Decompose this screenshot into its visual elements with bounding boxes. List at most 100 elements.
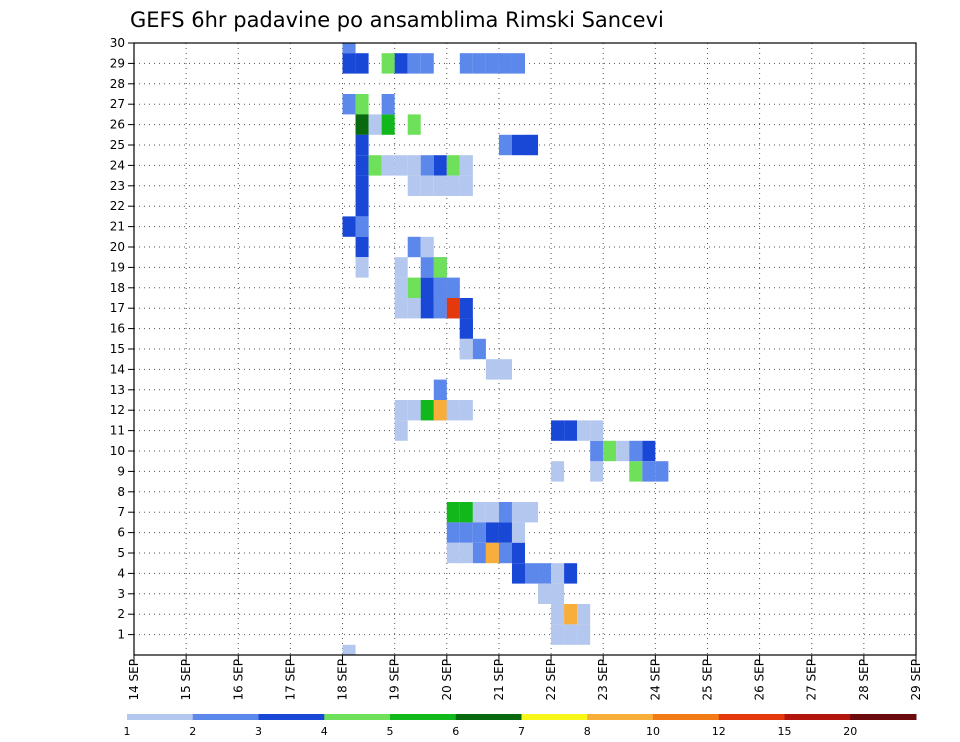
heatmap-cell xyxy=(590,461,604,482)
y-tick-label: 1 xyxy=(117,628,125,642)
heatmap-cell xyxy=(498,542,512,564)
heatmap-cell xyxy=(459,400,473,421)
y-tick-label: 19 xyxy=(110,260,125,274)
colorbar-segment xyxy=(587,714,654,720)
heatmap-cell xyxy=(446,542,460,564)
y-tick-label: 16 xyxy=(110,322,125,336)
heatmap-cell xyxy=(446,298,460,319)
heatmap-cell xyxy=(433,400,447,421)
heatmap-cell xyxy=(551,420,565,441)
colorbar-segment xyxy=(390,714,457,720)
y-tick-label: 15 xyxy=(110,342,125,356)
x-tick-label: 21 SEP xyxy=(492,659,506,701)
x-tick-label: 22 SEP xyxy=(544,659,558,701)
heatmap-cell xyxy=(342,644,356,655)
y-tick-label: 11 xyxy=(110,424,125,438)
heatmap-cell xyxy=(420,400,434,421)
colorbar-segment xyxy=(784,714,851,720)
heatmap-cell xyxy=(459,522,473,543)
heatmap-cell xyxy=(577,604,591,625)
heatmap-cell xyxy=(459,155,473,176)
y-tick-label: 17 xyxy=(110,301,125,315)
heatmap-cell xyxy=(368,155,382,176)
heatmap-cell xyxy=(433,277,447,298)
heatmap-cell xyxy=(355,216,369,237)
colorbar-segment xyxy=(718,714,785,720)
y-tick-label: 5 xyxy=(117,546,125,560)
x-tick-label: 15 SEP xyxy=(179,659,193,701)
heatmap-cell xyxy=(420,53,434,74)
heatmap-cell xyxy=(577,420,591,441)
heatmap-cell xyxy=(355,53,369,74)
y-tick-label: 22 xyxy=(110,199,125,213)
heatmap-cell xyxy=(472,522,486,543)
heatmap-cell xyxy=(511,563,525,584)
heatmap-cell xyxy=(498,502,512,523)
heatmap-cell xyxy=(642,461,656,482)
heatmap-cell xyxy=(511,134,525,156)
heatmap-cell xyxy=(590,440,604,462)
heatmap-cell xyxy=(394,400,408,421)
heatmap-cell xyxy=(459,318,473,339)
heatmap-cell xyxy=(577,624,591,645)
y-tick-label: 6 xyxy=(117,526,125,540)
heatmap-cell xyxy=(420,175,434,196)
heatmap-cell xyxy=(511,522,525,543)
heatmap-cell xyxy=(407,277,421,298)
y-axis: 1234567891011121314151617181920212223242… xyxy=(110,36,134,642)
heatmap-cell xyxy=(355,257,369,278)
y-tick-label: 20 xyxy=(110,240,125,254)
heatmap-cell xyxy=(538,563,552,584)
heatmap-cell xyxy=(603,440,617,462)
heatmap-cell xyxy=(355,236,369,258)
heatmap-cell xyxy=(511,502,525,523)
heatmap-cell xyxy=(355,134,369,156)
heatmap-cell xyxy=(433,379,447,400)
y-tick-label: 14 xyxy=(110,362,125,376)
heatmap-cell xyxy=(590,420,604,441)
colorbar-segment xyxy=(258,714,325,720)
heatmap-cell xyxy=(407,155,421,176)
colorbar-segment xyxy=(455,714,522,720)
heatmap-cell xyxy=(381,114,395,135)
colorbar-label: 3 xyxy=(255,725,262,738)
heatmap-cell xyxy=(472,53,486,74)
heatmap-cell xyxy=(407,175,421,196)
colorbar-label: 2 xyxy=(189,725,196,738)
y-tick-label: 30 xyxy=(110,36,125,50)
heatmap-cell xyxy=(342,216,356,237)
heatmap-cell xyxy=(551,604,565,625)
heatmap-cell xyxy=(420,257,434,278)
heatmap-cell xyxy=(629,440,643,462)
colorbar-segment xyxy=(521,714,588,720)
heatmap-cells xyxy=(342,43,669,655)
x-tick-label: 17 SEP xyxy=(283,659,297,701)
heatmap-cell xyxy=(511,53,525,74)
heatmap-cell xyxy=(511,542,525,564)
heatmap-cell xyxy=(394,277,408,298)
heatmap-cell xyxy=(394,53,408,74)
y-tick-label: 10 xyxy=(110,444,125,458)
heatmap-cell xyxy=(564,624,578,645)
heatmap-cell xyxy=(485,53,499,74)
x-tick-label: 26 SEP xyxy=(753,659,767,701)
colorbar-label: 1 xyxy=(124,725,131,738)
colorbar-label: 10 xyxy=(646,725,660,738)
heatmap-cell xyxy=(368,114,382,135)
colorbar-label: 20 xyxy=(843,725,857,738)
heatmap-cell xyxy=(538,583,552,604)
heatmap-cell xyxy=(381,53,395,74)
heatmap-cell xyxy=(551,624,565,645)
y-tick-label: 8 xyxy=(117,485,125,499)
heatmap-cell xyxy=(642,440,656,462)
heatmap-cell xyxy=(551,461,565,482)
heatmap-cell xyxy=(433,257,447,278)
heatmap-cell xyxy=(498,134,512,156)
x-tick-label: 23 SEP xyxy=(596,659,610,701)
heatmap-cell xyxy=(629,461,643,482)
y-tick-label: 26 xyxy=(110,118,125,132)
heatmap-cell xyxy=(459,542,473,564)
heatmap-cell xyxy=(381,155,395,176)
x-tick-label: 18 SEP xyxy=(336,659,350,701)
